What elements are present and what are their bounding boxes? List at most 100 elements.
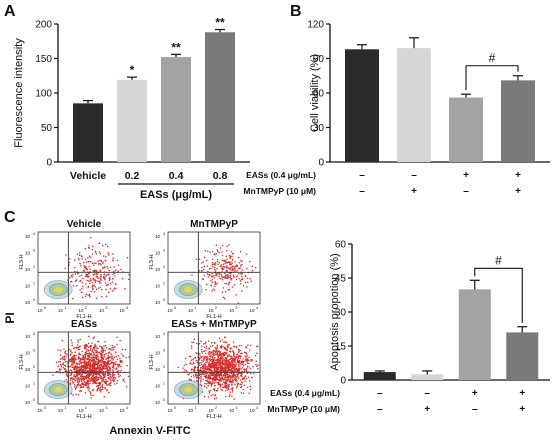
flow-event <box>233 359 236 362</box>
flow-event <box>88 245 90 247</box>
flow-event <box>196 376 198 378</box>
flow-event <box>209 369 212 371</box>
flow-event <box>218 261 220 264</box>
flow-event <box>231 365 234 368</box>
bracket-label: # <box>495 253 502 267</box>
flow-event <box>214 351 216 354</box>
flow-event <box>113 383 116 385</box>
flow-tick-base: 10 <box>155 251 161 256</box>
flow-event <box>109 375 112 378</box>
flow-event <box>79 289 81 291</box>
flow-event <box>81 281 84 284</box>
flow-event <box>85 382 87 385</box>
flow-event <box>212 274 215 277</box>
flow-event <box>231 374 234 377</box>
flow-event <box>216 347 219 349</box>
flow-event <box>95 345 97 348</box>
flow-event <box>215 389 218 392</box>
flow-event <box>234 261 236 263</box>
flow-event <box>69 379 72 382</box>
flow-event <box>125 386 128 388</box>
flow-event <box>84 247 87 250</box>
flow-event <box>65 352 67 355</box>
flow-tick-exp: 4 <box>126 406 128 410</box>
flow-event <box>223 358 225 361</box>
flow-event <box>237 348 240 350</box>
flow-event <box>108 291 110 294</box>
flow-event <box>100 264 102 266</box>
flow-event <box>226 270 228 273</box>
condition-sign: + <box>515 170 521 181</box>
flow-event <box>110 358 113 360</box>
flow-event <box>219 369 221 372</box>
flow-event <box>90 394 92 396</box>
flow-event <box>251 265 254 267</box>
flow-event <box>96 389 99 391</box>
flow-event <box>198 374 201 377</box>
flow-event <box>222 263 225 266</box>
flow-event <box>227 360 229 362</box>
flow-event <box>200 359 203 362</box>
flow-event <box>78 345 81 348</box>
flow-tick-exp: 4 <box>163 332 165 336</box>
flow-event <box>61 357 63 360</box>
flow-event <box>95 372 98 375</box>
flow-event <box>95 357 98 360</box>
flow-event <box>210 342 213 344</box>
flow-event <box>202 378 204 381</box>
significance-marker: ** <box>171 40 181 54</box>
flow-event <box>237 377 239 380</box>
flow-event <box>208 363 211 366</box>
flow-tick-base: 10 <box>119 408 125 413</box>
flow-event <box>80 361 82 363</box>
flow-event <box>70 350 72 353</box>
flow-event <box>219 359 222 361</box>
x-tick-label: 0.8 <box>213 170 228 182</box>
flow-event <box>231 286 234 288</box>
flow-event <box>228 374 231 377</box>
flow-tick-exp: 2 <box>215 306 217 310</box>
flow-event <box>215 283 217 286</box>
flow-event <box>213 374 216 376</box>
flow-event <box>104 387 107 389</box>
flow-event <box>120 268 122 271</box>
flow-event <box>224 377 226 379</box>
flow-event <box>78 369 80 371</box>
flow-event <box>215 364 218 366</box>
flow-event <box>221 265 223 267</box>
flow-event <box>241 370 243 373</box>
flow-event <box>79 280 81 282</box>
flow-event <box>218 337 221 339</box>
flow-event <box>83 370 85 372</box>
flow-event <box>192 357 195 360</box>
flow-event <box>238 267 241 269</box>
flow-event <box>86 382 88 385</box>
flow-event <box>217 361 219 364</box>
flow-event <box>233 284 236 286</box>
flow-event <box>94 343 96 346</box>
flow-event <box>221 366 223 369</box>
flow-event <box>202 261 204 263</box>
flow-tick-base: 10 <box>78 408 84 413</box>
flow-event <box>217 387 219 390</box>
flow-tick-base: 10 <box>208 308 214 313</box>
flow-event <box>221 360 224 362</box>
flow-tick-exp: 1 <box>195 306 197 310</box>
flow-event <box>243 370 246 372</box>
flow-event <box>221 362 223 365</box>
flow-event <box>212 393 214 396</box>
flow-event <box>225 266 228 269</box>
flow-event <box>112 348 115 351</box>
significance-marker: ** <box>215 16 225 30</box>
flow-event <box>108 348 110 350</box>
flow-event <box>121 361 123 363</box>
flow-event <box>123 381 126 383</box>
flow-event <box>115 287 117 289</box>
flow-event <box>100 389 102 391</box>
flow-x-channel: FL1-H <box>76 314 91 320</box>
flow-event <box>111 259 114 261</box>
flow-event <box>230 360 233 362</box>
flow-event <box>83 368 86 370</box>
flow-event <box>89 295 91 298</box>
flow-event <box>247 376 250 378</box>
